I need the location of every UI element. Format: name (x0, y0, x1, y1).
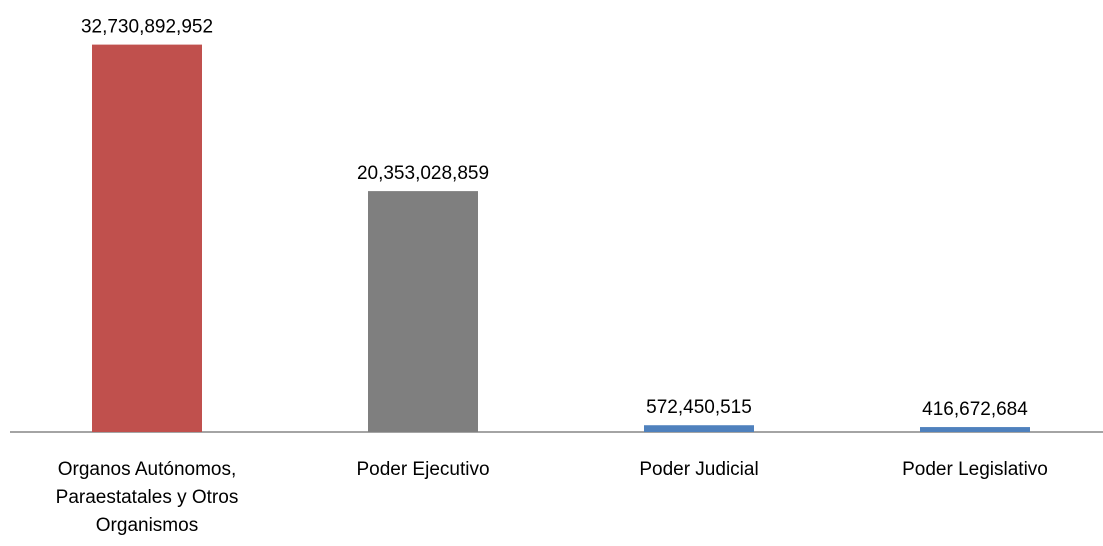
bar (92, 44, 202, 432)
value-label: 32,730,892,952 (81, 17, 213, 38)
bar (644, 425, 754, 432)
value-label: 20,353,028,859 (357, 163, 489, 184)
bar (920, 427, 1030, 432)
x-tick-label: Poder Judicial (639, 459, 759, 480)
value-label: 572,450,515 (646, 397, 752, 418)
x-tick-label: Poder Ejecutivo (356, 459, 490, 480)
x-tick-label: Organos Autónomos, Paraestatales y Otros… (55, 459, 239, 536)
x-tick-label: Poder Legislativo (902, 459, 1048, 480)
bar (368, 191, 478, 432)
value-label: 416,672,684 (922, 399, 1028, 420)
